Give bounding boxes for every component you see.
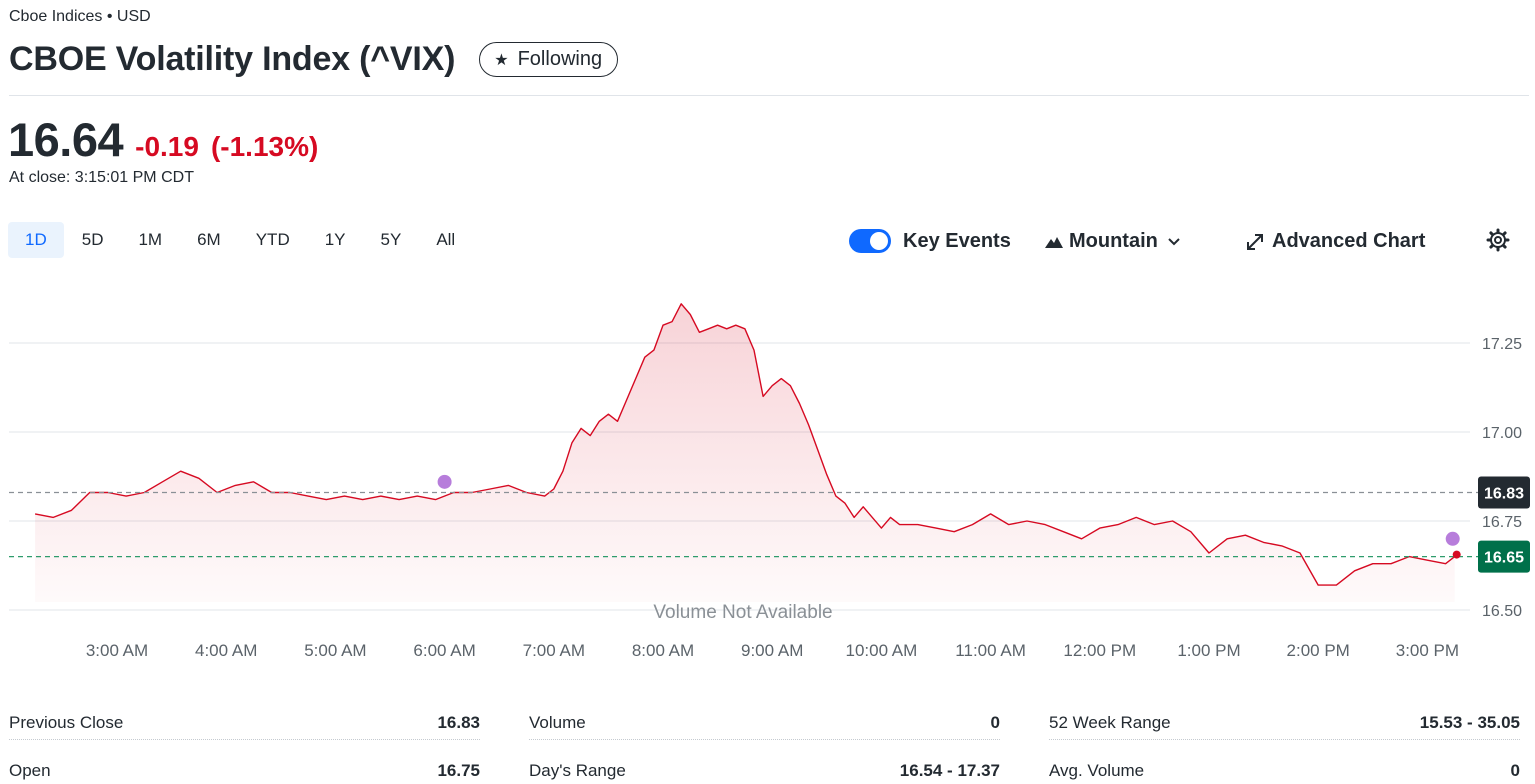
star-icon: ★ <box>494 51 509 69</box>
stat-label: Volume <box>529 713 586 732</box>
stat-value: 16.54 - 17.37 <box>899 761 1000 780</box>
stat-value: 15.53 - 35.05 <box>1419 713 1520 732</box>
expand-icon <box>1247 233 1263 250</box>
price-value: 16.64 <box>8 113 124 166</box>
following-button[interactable]: ★ Following <box>479 42 619 77</box>
mountain-icon <box>1045 236 1063 248</box>
x-tick-label: 7:00 AM <box>523 641 585 660</box>
range-tab-ytd[interactable]: YTD <box>255 230 290 249</box>
stat-value: 16.83 <box>437 713 480 732</box>
previous-close-badge-label: 16.83 <box>1484 486 1524 503</box>
range-tab-6m[interactable]: 6M <box>197 230 221 249</box>
x-tick-label: 1:00 PM <box>1177 641 1240 660</box>
exchange-label: Cboe Indices • USD <box>9 8 151 25</box>
volume-not-available-label: Volume Not Available <box>653 602 832 623</box>
stat-label: Day's Range <box>529 761 626 780</box>
key-event-marker[interactable] <box>437 474 452 489</box>
stat-value: 0 <box>990 713 1000 732</box>
x-tick-label: 11:00 AM <box>955 641 1026 660</box>
stat-days-range: Day's Range 16.54 - 17.37 <box>529 756 1000 784</box>
title-row: CBOE Volatility Index (^VIX) ★ Following <box>9 40 619 79</box>
advanced-chart-label: Advanced Chart <box>1272 230 1426 252</box>
close-time: At close: 3:15:01 PM CDT <box>9 169 194 186</box>
price-chart[interactable]: 17.25 17.00 16.75 16.50 16.83 16.65 Volume Not… <box>0 280 1535 680</box>
quote-row: 16.64 -0.19 (-1.13%) <box>8 112 318 167</box>
advanced-chart-button[interactable]: Advanced Chart <box>1246 230 1425 253</box>
price-change: -0.19 <box>135 131 199 162</box>
key-events-label: Key Events <box>903 230 1011 252</box>
x-tick-label: 6:00 AM <box>413 641 475 660</box>
x-tick-label: 12:00 PM <box>1063 641 1136 660</box>
x-tick-label: 2:00 PM <box>1287 641 1350 660</box>
stat-label: Avg. Volume <box>1049 761 1145 780</box>
following-label: Following <box>517 48 603 70</box>
current-price-badge-label: 16.65 <box>1484 550 1524 567</box>
stat-avg-volume: Avg. Volume 0 <box>1049 756 1520 784</box>
stat-volume: Volume 0 <box>529 708 1000 756</box>
range-tab-5y[interactable]: 5Y <box>380 230 402 249</box>
stat-label: 52 Week Range <box>1049 713 1171 732</box>
header-divider <box>9 95 1529 96</box>
x-tick-label: 3:00 PM <box>1396 641 1459 660</box>
x-tick-label: 5:00 AM <box>304 641 366 660</box>
price-change-percent: (-1.13%) <box>210 131 319 162</box>
key-event-marker[interactable] <box>1445 531 1460 546</box>
x-tick-label: 4:00 AM <box>195 641 257 660</box>
range-selector: 1D 5D 1M 6M YTD 1Y 5Y All <box>8 222 473 258</box>
range-tab-1y[interactable]: 1Y <box>324 230 346 249</box>
stat-52-week-range: 52 Week Range 15.53 - 35.05 <box>1049 708 1520 756</box>
chart-type-dropdown[interactable]: Mountain <box>1045 230 1180 253</box>
current-price-badge <box>1478 540 1530 573</box>
key-events-toggle[interactable] <box>849 229 891 253</box>
x-tick-label: 9:00 AM <box>741 641 803 660</box>
y-tick-label: 17.25 <box>1482 336 1522 353</box>
chart-toolbar: Key Events Mountain Advanced Chart <box>848 226 1535 256</box>
x-tick-label: 10:00 AM <box>845 641 917 660</box>
y-tick-label: 16.75 <box>1482 514 1522 531</box>
stats-column-2: Volume 0 Day's Range 16.54 - 17.37 <box>529 708 1000 784</box>
range-tab-1d[interactable]: 1D <box>8 222 64 258</box>
stat-label: Previous Close <box>9 713 124 732</box>
last-price-dot <box>1452 550 1461 559</box>
page-title: CBOE Volatility Index (^VIX) <box>9 40 456 78</box>
stats-column-3: 52 Week Range 15.53 - 35.05 Avg. Volume … <box>1049 708 1520 784</box>
stat-value: 0 <box>1510 761 1520 780</box>
stat-previous-close: Previous Close 16.83 <box>9 708 480 756</box>
stats-column-1: Previous Close 16.83 Open 16.75 <box>9 708 480 784</box>
stat-open: Open 16.75 <box>9 756 480 784</box>
gear-icon[interactable] <box>1486 228 1510 252</box>
stat-label: Open <box>9 761 51 780</box>
y-tick-label: 16.50 <box>1482 603 1522 620</box>
y-tick-label: 17.00 <box>1482 425 1522 442</box>
range-tab-1m[interactable]: 1M <box>138 230 163 249</box>
range-tab-5d[interactable]: 5D <box>81 230 104 249</box>
toggle-knob <box>870 232 888 250</box>
x-tick-label: 3:00 AM <box>86 641 148 660</box>
chevron-down-icon <box>1168 235 1180 249</box>
price-line <box>34 303 1456 586</box>
price-area <box>35 303 1455 602</box>
chart-type-label: Mountain <box>1069 230 1158 252</box>
x-tick-label: 8:00 AM <box>632 641 694 660</box>
range-tab-all[interactable]: All <box>436 230 456 249</box>
stat-value: 16.75 <box>437 761 480 780</box>
previous-close-badge <box>1478 476 1530 509</box>
